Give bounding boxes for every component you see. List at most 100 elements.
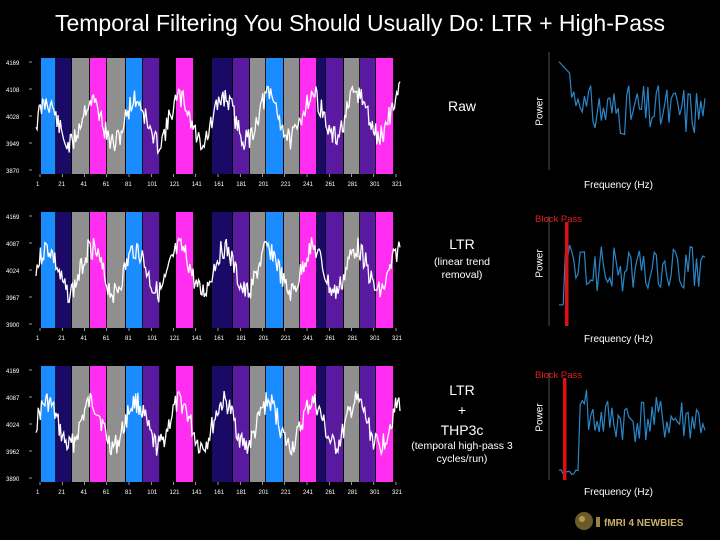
y-tick-label: 3890	[6, 477, 20, 483]
y-tick-label: 3962	[6, 450, 20, 456]
stimulus-block	[326, 366, 344, 482]
stimulus-block	[300, 58, 317, 174]
stimulus-block	[72, 58, 90, 174]
stimulus-block	[376, 58, 394, 174]
ltr-power-xlabel: Frequency (Hz)	[584, 334, 653, 345]
y-tick-label: 3949	[6, 142, 20, 148]
raw-label: Raw	[447, 98, 476, 114]
signal-trace	[35, 390, 401, 457]
ltr-power-ylabel: Power	[534, 249, 546, 278]
x-tick-label: 201	[259, 336, 270, 342]
stimulus-block	[126, 212, 143, 328]
x-tick-label: 181	[236, 182, 247, 188]
stimulus-block	[176, 58, 194, 174]
signal-trace	[35, 237, 401, 304]
stimulus-block	[41, 58, 56, 174]
stimulus-block	[72, 366, 90, 482]
ltr-timeseries-plot: 4169 4087 4024 3967 3900 1 21 41 61 81 101 121 141 16…	[4, 206, 408, 346]
x-tick-label: 1	[36, 182, 40, 188]
x-tick-label: 81	[125, 182, 132, 188]
x-tick-label: 221	[281, 336, 292, 342]
stimulus-block	[284, 366, 300, 482]
x-tick-label: 181	[236, 490, 247, 496]
stimulus-block	[317, 212, 326, 328]
stimulus-block	[107, 58, 126, 174]
stimulus-block	[376, 212, 394, 328]
x-tick-label: 21	[58, 182, 65, 188]
x-tick-label: 121	[170, 336, 181, 342]
stimulus-block	[266, 58, 284, 174]
ltr-block-pass-label: Block Pass	[535, 214, 582, 225]
stimulus-block	[326, 58, 344, 174]
y-tick-label: 3967	[6, 296, 20, 302]
x-tick-label: 261	[325, 336, 336, 342]
thp3c-sublabel: (temporal high-pass 3 cycles/run)	[411, 440, 513, 465]
x-tick-label: 61	[103, 490, 110, 496]
ltr-thp3c-timeseries-plot: 4169 4087 4024 3962 3890 1 21 41 61 81 101 121 141 16…	[4, 360, 408, 500]
x-tick-label: 101	[147, 336, 158, 342]
x-tick-label: 61	[103, 336, 110, 342]
x-tick-label: 281	[348, 336, 359, 342]
stimulus-block	[317, 366, 326, 482]
thp3c-block-pass-label: Block Pass	[535, 370, 582, 381]
x-tick-label: 121	[170, 490, 181, 496]
spectrum-trace	[558, 389, 706, 476]
y-tick-label: 4108	[6, 88, 20, 94]
x-tick-label: 101	[147, 182, 158, 188]
stimulus-block	[126, 58, 143, 174]
y-tick-label: 3870	[6, 169, 20, 175]
x-tick-label: 201	[259, 490, 270, 496]
stimulus-block	[344, 212, 360, 328]
stimulus-block	[176, 366, 194, 482]
y-tick-label: 4169	[6, 369, 20, 375]
stimulus-block	[41, 212, 56, 328]
stimulus-block	[360, 366, 376, 482]
x-tick-label: 101	[147, 490, 158, 496]
cutoff-line	[565, 222, 569, 326]
spectrum-trace	[558, 61, 706, 136]
x-tick-label: 181	[236, 336, 247, 342]
stimulus-block	[233, 58, 250, 174]
x-tick-label: 241	[303, 336, 314, 342]
x-tick-label: 1	[36, 490, 40, 496]
stimulus-block	[326, 212, 344, 328]
x-tick-label: 161	[214, 336, 225, 342]
stimulus-block	[176, 212, 194, 328]
stimulus-block	[212, 366, 232, 482]
y-tick-label: 4169	[6, 61, 20, 67]
stimulus-block	[41, 366, 56, 482]
x-tick-label: 281	[348, 490, 359, 496]
x-tick-label: 1	[36, 336, 40, 342]
x-tick-label: 281	[348, 182, 359, 188]
x-tick-label: 261	[325, 490, 336, 496]
ltr-power-spectrum	[543, 212, 713, 334]
stimulus-block	[284, 58, 300, 174]
thp3c-label-line1: LTR	[449, 382, 475, 398]
y-tick-label: 4024	[6, 423, 20, 429]
x-tick-label: 81	[125, 336, 132, 342]
stimulus-block	[143, 366, 160, 482]
x-tick-label: 241	[303, 490, 314, 496]
cutoff-line	[563, 378, 567, 480]
signal-trace	[35, 81, 401, 155]
x-tick-label: 221	[281, 182, 292, 188]
stimulus-block	[126, 366, 143, 482]
raw-timeseries-plot: 4169 4108 4028 3949 3870 1 21 41 61 81 101 121 141 16…	[4, 52, 408, 192]
x-tick-label: 41	[81, 182, 88, 188]
x-tick-label: 41	[81, 336, 88, 342]
x-tick-label: 261	[325, 182, 336, 188]
slide-title: Temporal Filtering You Should Usually Do…	[54, 10, 665, 36]
y-tick-label: 4087	[6, 396, 20, 402]
x-tick-label: 141	[192, 490, 203, 496]
thp3c-power-spectrum	[543, 368, 713, 488]
stimulus-block	[233, 366, 250, 482]
x-tick-label: 21	[58, 336, 65, 342]
x-tick-label: 321	[392, 182, 403, 188]
x-tick-label: 241	[303, 182, 314, 188]
stimulus-block	[284, 212, 300, 328]
stimulus-block	[360, 58, 376, 174]
ltr-label: LTR	[449, 236, 475, 252]
stimulus-block	[266, 212, 284, 328]
x-tick-label: 161	[214, 490, 225, 496]
raw-power-xlabel: Frequency (Hz)	[584, 180, 653, 191]
